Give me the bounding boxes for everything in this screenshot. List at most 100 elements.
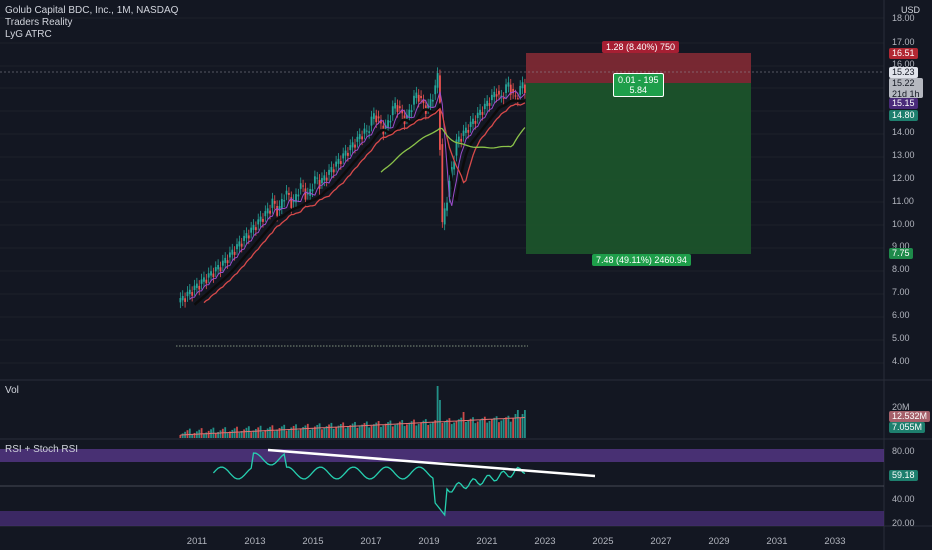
year-label: 2027 bbox=[650, 536, 672, 547]
candle-body bbox=[299, 183, 302, 189]
candle-body bbox=[323, 175, 326, 181]
rsi-tick: 80.00 bbox=[892, 446, 915, 456]
price-tick: 17.00 bbox=[892, 37, 915, 47]
candle-body bbox=[453, 161, 456, 170]
volume-bar bbox=[297, 430, 300, 438]
candle-body bbox=[302, 185, 304, 187]
candle-body bbox=[436, 73, 439, 88]
volume-bar bbox=[188, 428, 191, 438]
volume-bar bbox=[290, 427, 293, 438]
volume-bar bbox=[181, 433, 184, 438]
candle-body bbox=[266, 208, 269, 214]
candle-body bbox=[257, 219, 260, 225]
ema-purple-line bbox=[189, 90, 526, 300]
candle-body bbox=[325, 177, 328, 181]
candle-body bbox=[387, 120, 389, 128]
volume-bar bbox=[495, 416, 498, 438]
candle-body bbox=[269, 210, 271, 214]
currency-label: USD bbox=[901, 5, 921, 15]
volume-bar bbox=[408, 422, 411, 438]
candle-body bbox=[283, 200, 286, 202]
candle-body bbox=[212, 273, 215, 278]
year-label: 2019 bbox=[418, 536, 440, 547]
symbol-title[interactable]: Golub Capital BDC, Inc., 1M, NASDAQ bbox=[5, 5, 179, 16]
volume-bar bbox=[203, 434, 205, 438]
volume-bar bbox=[356, 427, 359, 438]
volume-value-tag: 12.532M bbox=[889, 411, 931, 422]
candle-body bbox=[410, 110, 413, 112]
volume-bar bbox=[221, 428, 224, 438]
candle-body bbox=[247, 235, 250, 239]
sma-green-line bbox=[380, 127, 526, 173]
volume-bar bbox=[313, 426, 316, 438]
price-tick: 5.00 bbox=[892, 333, 910, 343]
volume-pane-title[interactable]: Vol bbox=[5, 385, 19, 396]
volume-bar bbox=[247, 426, 250, 438]
indicator-traders-reality[interactable]: Traders Reality bbox=[5, 17, 73, 28]
volume-bar bbox=[306, 423, 309, 438]
candle-body bbox=[271, 198, 274, 208]
volume-bar bbox=[295, 424, 297, 438]
year-label: 2013 bbox=[244, 536, 266, 547]
candle-body bbox=[516, 98, 519, 101]
candle-body bbox=[224, 257, 227, 263]
rsi-pane-title[interactable]: RSI + Stoch RSI bbox=[5, 444, 79, 455]
volume-bar bbox=[243, 429, 245, 438]
volume-bar bbox=[262, 431, 264, 438]
candle-body bbox=[250, 227, 253, 233]
rsi-value-tag: 59.18 bbox=[889, 470, 918, 481]
volume-bar bbox=[292, 425, 295, 438]
volume-bar bbox=[524, 410, 526, 438]
reward-zone[interactable] bbox=[526, 83, 751, 254]
candle-body bbox=[240, 243, 243, 247]
volume-bar bbox=[413, 419, 415, 438]
volume-bar bbox=[417, 423, 420, 438]
volume-bar bbox=[467, 420, 470, 438]
volume-bar bbox=[214, 433, 217, 438]
candle-body bbox=[181, 295, 184, 301]
candle-body bbox=[391, 106, 394, 116]
volume-bar bbox=[252, 430, 255, 438]
volume-bar bbox=[193, 432, 196, 438]
rsi-tick: 20.00 bbox=[892, 518, 915, 528]
candle-body bbox=[502, 97, 505, 99]
candlestick-series bbox=[179, 67, 526, 309]
rsi-line bbox=[212, 452, 526, 517]
volume-bar bbox=[474, 423, 477, 438]
candle-body bbox=[273, 200, 276, 204]
volume-bar bbox=[238, 432, 241, 438]
risk-label[interactable]: 1.28 (8.40%) 750 bbox=[602, 41, 680, 53]
indicator-lyg-atrc[interactable]: LyG ATRC bbox=[5, 29, 52, 40]
volume-bar bbox=[448, 418, 451, 438]
rsi-trendline[interactable] bbox=[267, 448, 596, 478]
target-price-tag: 7.75 bbox=[889, 248, 913, 259]
volume-bar bbox=[486, 422, 489, 438]
candle-body bbox=[186, 291, 189, 297]
ema-price-tag: 15.15 bbox=[889, 98, 918, 109]
candle-body bbox=[408, 109, 411, 118]
volume-bar bbox=[519, 418, 522, 438]
volume-bar bbox=[455, 420, 458, 438]
price-tick: 10.00 bbox=[892, 219, 915, 229]
reward-label[interactable]: 7.48 (49.11%) 2460.94 bbox=[592, 254, 691, 266]
year-label: 2021 bbox=[476, 536, 498, 547]
rsi-oversold-band bbox=[0, 511, 884, 526]
volume-bar bbox=[339, 424, 342, 438]
volume-bar bbox=[436, 386, 439, 438]
volume-bar bbox=[363, 423, 366, 438]
volume-bar bbox=[335, 427, 338, 438]
candle-body bbox=[380, 120, 382, 124]
entry-label[interactable]: 0.01 - 195 5.84 bbox=[613, 73, 664, 97]
price-tick: 9.00 bbox=[892, 241, 910, 251]
candle-body bbox=[330, 167, 333, 173]
volume-ma-line bbox=[180, 417, 525, 436]
volume-bar bbox=[328, 424, 330, 438]
candle-body bbox=[434, 85, 437, 95]
volume-bar bbox=[502, 418, 505, 438]
candle-body bbox=[221, 260, 224, 266]
candle-body bbox=[448, 180, 451, 197]
candle-body bbox=[377, 116, 380, 119]
volume-bar bbox=[217, 431, 220, 438]
candle-body bbox=[500, 95, 503, 97]
